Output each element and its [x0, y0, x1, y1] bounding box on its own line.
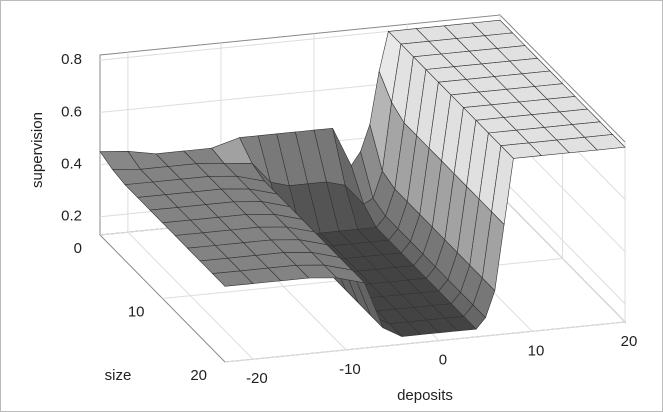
grid-line	[224, 321, 626, 363]
z-tick-label: 0.8	[61, 51, 82, 68]
x-tick-label: 20	[621, 333, 638, 350]
y-tick-label: 10	[128, 303, 145, 320]
x-tick-label: 10	[528, 342, 545, 359]
y-tick-label: 0	[74, 240, 82, 257]
x-tick-label: -10	[339, 361, 361, 378]
x-tick-label: 0	[439, 352, 447, 369]
z-tick-label: 0.6	[61, 103, 82, 120]
labels: 0.2 0.4 0.6 0.8 -20 -10 0 10 20 0 10 20	[61, 51, 637, 387]
surface	[99, 19, 626, 337]
y-axis-label: size	[105, 367, 132, 384]
x-tick-label: -20	[246, 370, 268, 387]
surface-patch	[211, 270, 254, 287]
x-axis-label: deposits	[397, 387, 453, 404]
z-tick-label: 0.2	[61, 208, 82, 225]
z-tick-label: 0.4	[61, 156, 82, 173]
y-tick-label: 20	[190, 367, 207, 384]
z-axis-label: supervision	[29, 112, 46, 188]
